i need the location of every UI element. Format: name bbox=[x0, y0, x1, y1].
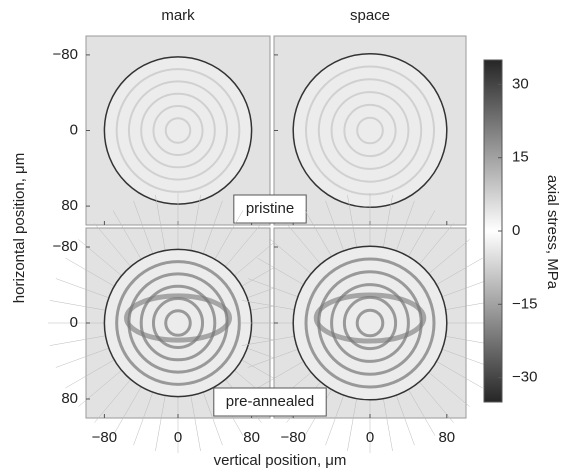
column-title: space bbox=[350, 7, 390, 24]
y-tick-label: −80 bbox=[53, 238, 78, 255]
y-axis-label: horizontal position, μm bbox=[11, 153, 28, 303]
sample-disc bbox=[293, 54, 447, 208]
x-tick-label: 0 bbox=[366, 429, 374, 446]
y-tick-label: 80 bbox=[61, 390, 78, 407]
colorbar-tick-label: −30 bbox=[512, 369, 537, 386]
figure: vertical position, μm horizontal positio… bbox=[0, 0, 568, 472]
colorbar-tick-label: 30 bbox=[512, 75, 529, 92]
x-tick-label: −80 bbox=[280, 429, 305, 446]
row-label: pre-annealed bbox=[226, 393, 314, 410]
x-tick-label: 80 bbox=[243, 429, 260, 446]
colorbar-tick-label: 15 bbox=[512, 149, 529, 166]
colorbar-tick-label: 0 bbox=[512, 222, 520, 239]
x-tick-label: −80 bbox=[92, 429, 117, 446]
y-tick-label: −80 bbox=[53, 46, 78, 63]
row-label: pristine bbox=[246, 200, 294, 217]
y-tick-label: 80 bbox=[61, 197, 78, 214]
colorbar-label: axial stress, MPa bbox=[544, 175, 561, 290]
y-tick-label: 0 bbox=[70, 121, 78, 138]
column-title: mark bbox=[161, 7, 195, 24]
y-tick-label: 0 bbox=[70, 314, 78, 331]
x-tick-label: 80 bbox=[438, 429, 455, 446]
sample-disc bbox=[104, 57, 251, 204]
colorbar-tick-label: −15 bbox=[512, 295, 537, 312]
x-axis-label: vertical position, μm bbox=[214, 452, 347, 469]
x-tick-label: 0 bbox=[174, 429, 182, 446]
